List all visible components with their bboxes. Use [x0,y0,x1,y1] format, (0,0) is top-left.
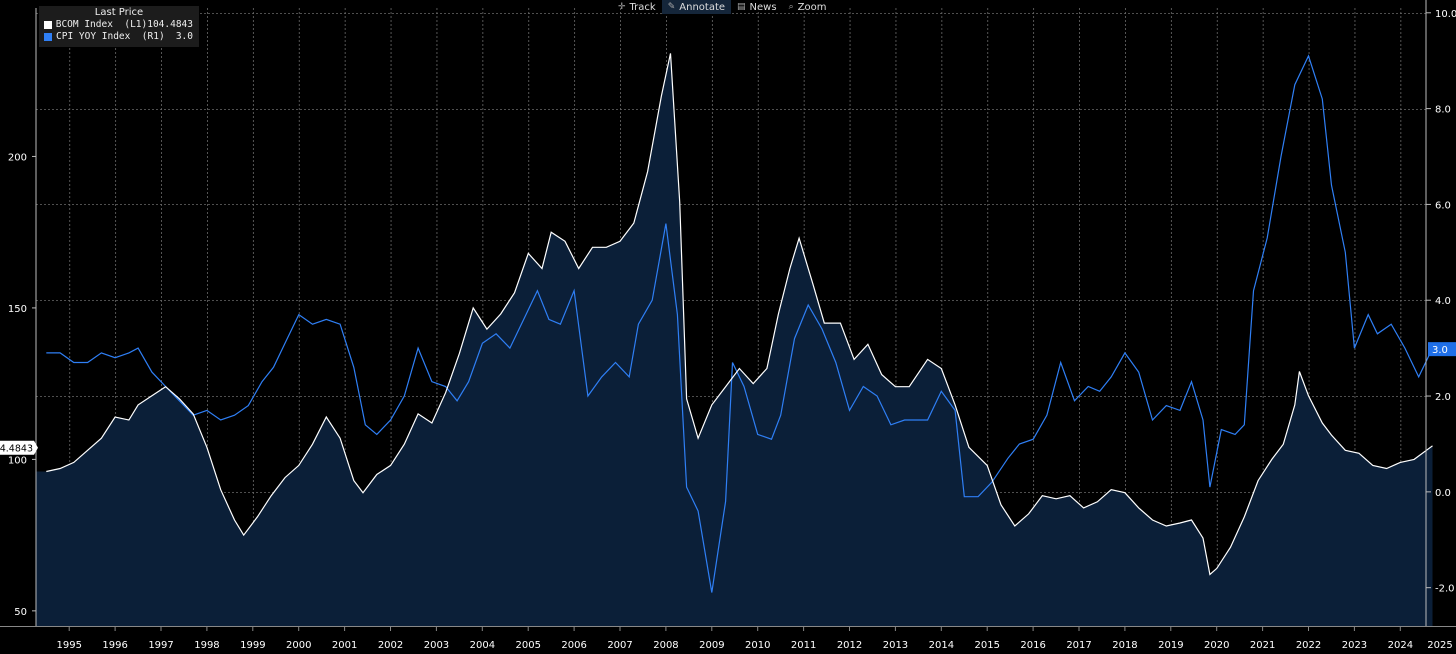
x-tick-label: 2003 [424,640,449,651]
right-tick-label: 4.0 [1435,296,1451,307]
left-tick-label: 50 [14,607,27,618]
x-tick-label: 2000 [286,640,311,651]
magnifier-icon: ⌕ [788,2,794,12]
legend[interactable]: Last Price BCOM Index (L1) 104.4843 CPI … [39,6,199,47]
legend-header: Last Price [94,7,144,18]
zoom-label: Zoom [797,1,827,13]
axes [0,0,1456,627]
x-tick-label: 2010 [745,640,770,651]
x-axis-ticks: 1995 1996 1997 1998 1999 2000 2001 2002 2003 2004… [57,626,1453,651]
x-tick-label: 2013 [883,640,908,651]
x-tick-label: 2021 [1250,640,1275,651]
legend-item-cpi[interactable]: CPI YOY Index (R1) 3.0 [39,31,199,43]
last-value-badges: 104.4843 3.0 [0,342,1456,455]
x-tick-label: 1999 [240,640,265,651]
pencil-icon: ✎ [667,2,676,12]
left-tick-label: 100 [8,455,27,466]
x-tick-label: 1997 [148,640,173,651]
x-tick-label: 2017 [1066,640,1091,651]
left-axis-ticks: 50 100 150 200 [8,152,36,618]
x-tick-label: 2011 [791,640,816,651]
news-label: News [749,1,777,13]
bcom-area-fill [36,53,1433,626]
chart-toolbar: ✛ Track ✎ Annotate ▤ News ⌕ Zoom [612,0,832,14]
bcom-last-badge-box [0,440,34,455]
x-tick-label: 2023 [1342,640,1367,651]
x-tick-label: 2022 [1296,640,1321,651]
x-tick-label: 2020 [1204,640,1229,651]
right-axis-ticks: -2.0 0.0 2.0 4.0 6.0 8.0 10.0 [1426,9,1456,595]
right-tick-label: 0.0 [1435,488,1451,499]
legend-label-cpi: CPI YOY Index (R1) [56,31,165,42]
x-tick-label: 2008 [653,640,678,651]
annotate-label: Annotate [679,1,726,13]
x-tick-label: 1995 [57,640,82,651]
legend-item-bcom[interactable]: BCOM Index (L1) 104.4843 [39,19,199,31]
x-tick-label: 2007 [607,640,632,651]
legend-value-cpi: 3.0 [175,31,193,42]
legend-label-bcom: BCOM Index (L1) [55,19,148,30]
bcom-last-value: 104.4843 [0,443,33,454]
annotate-button[interactable]: ✎ Annotate [661,0,732,14]
x-tick-label: 2019 [1158,640,1183,651]
right-tick-label: 10.0 [1435,9,1456,20]
left-tick-label: 200 [8,152,27,163]
x-tick-label: 2009 [699,640,724,651]
x-tick-label: 2014 [929,640,954,651]
x-tick-label: 2006 [561,640,586,651]
x-tick-label: 2005 [516,640,541,651]
track-label: Track [629,1,656,13]
left-tick-label: 150 [8,304,27,315]
x-tick-label: 2024 [1388,640,1413,651]
legend-swatch-cpi [44,33,52,41]
right-tick-label: 2.0 [1435,392,1451,403]
news-button[interactable]: ▤ News [731,0,783,14]
x-tick-label: 2002 [378,640,403,651]
zoom-button[interactable]: ⌕ Zoom [783,0,833,14]
news-icon: ▤ [737,2,746,12]
cpi-yoy-series-line [46,54,1434,593]
right-tick-label: 6.0 [1435,200,1451,211]
right-tick-label: -2.0 [1435,584,1455,595]
x-tick-label: 2016 [1020,640,1045,651]
bcom-series-line [46,53,1433,576]
right-tick-label: 8.0 [1435,105,1451,116]
track-button[interactable]: ✛ Track [612,0,662,14]
x-tick-label: 2015 [975,640,1000,651]
x-tick-label: 2012 [837,640,862,651]
x-tick-label: 2004 [470,640,495,651]
x-tick-label: 1998 [194,640,219,651]
x-tick-label: 1996 [102,640,127,651]
x-tick-label: 2025 [1427,640,1452,651]
x-tick-label: 2018 [1112,640,1137,651]
x-tick-label: 2001 [332,640,357,651]
cpi-last-badge-box [1428,342,1456,357]
legend-swatch-bcom [44,21,52,29]
crosshair-icon: ✛ [618,2,626,12]
bcom-last-badge-pointer [34,440,38,455]
legend-value-bcom: 104.4843 [147,19,193,30]
cpi-last-value: 3.0 [1432,345,1448,356]
